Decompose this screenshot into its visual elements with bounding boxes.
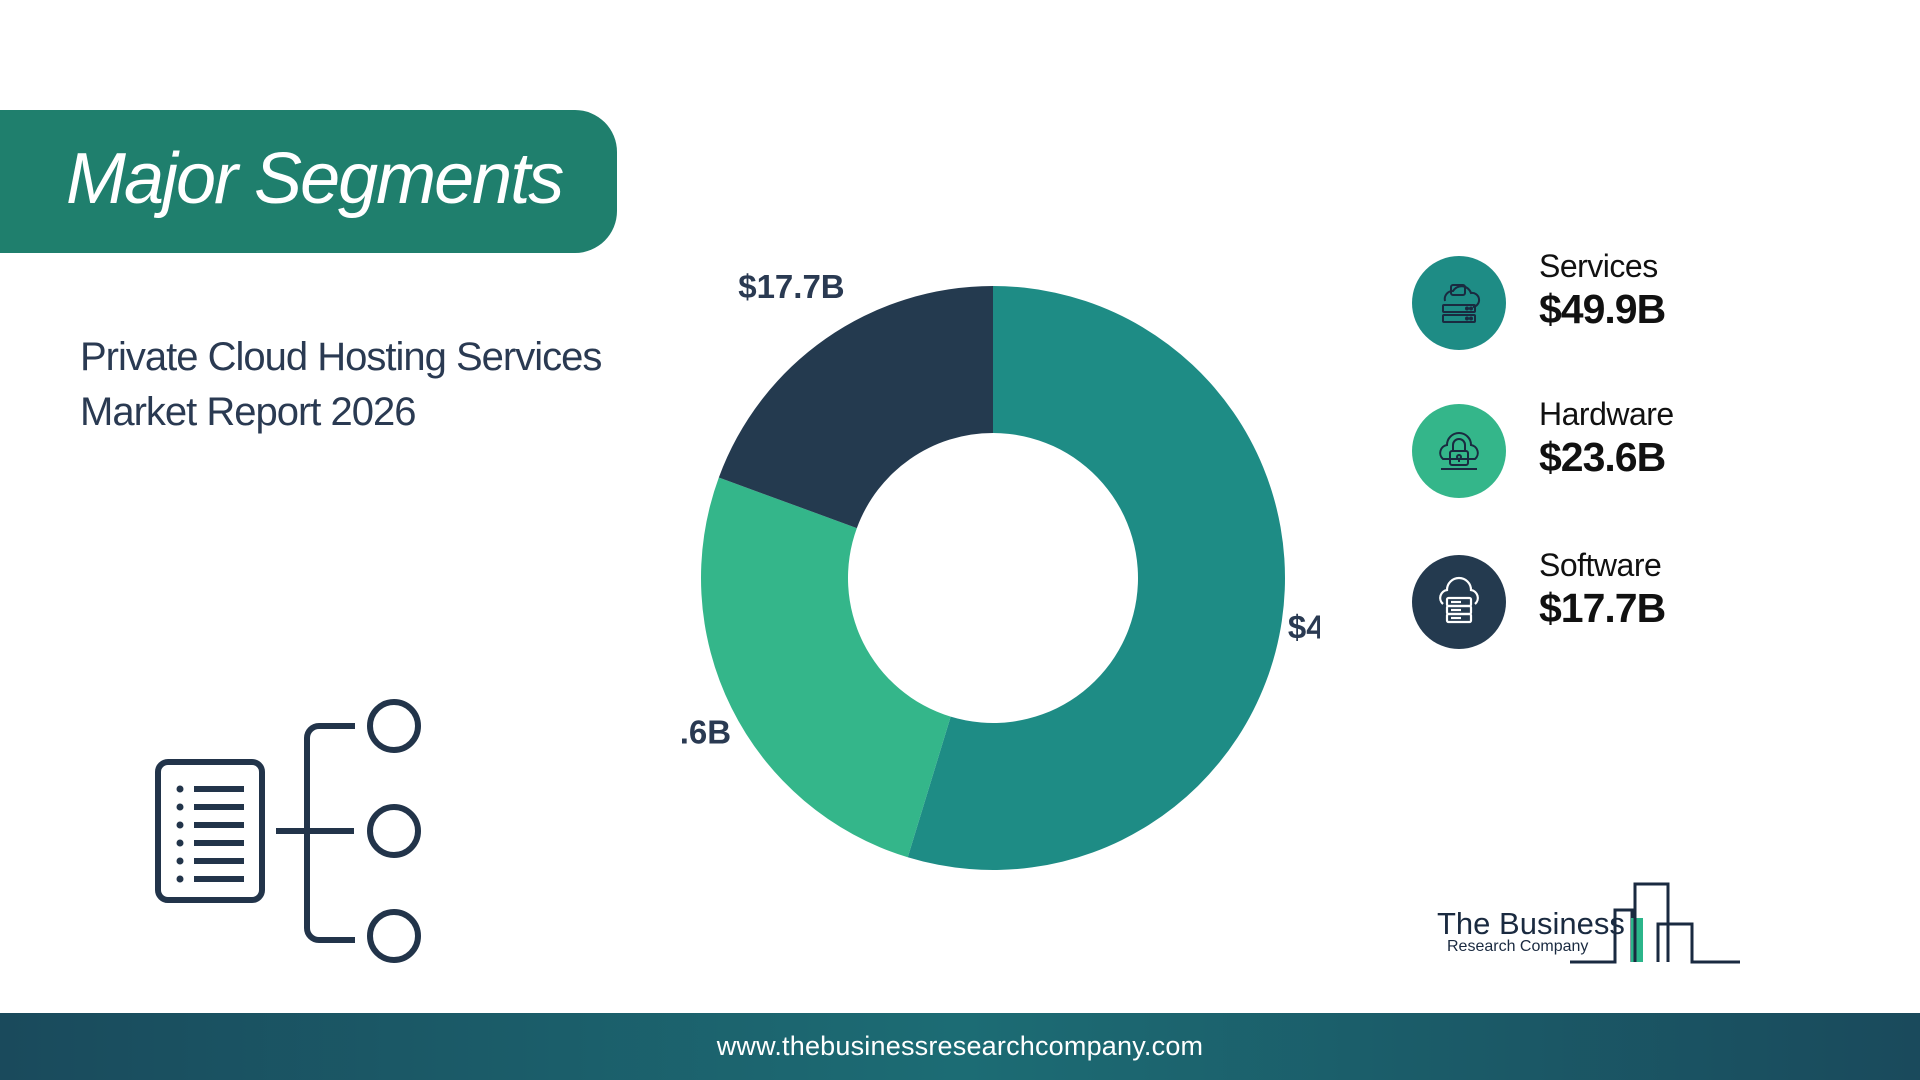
logo-buildings-icon (1570, 882, 1740, 964)
logo-name: The Business (1437, 906, 1625, 941)
donut-slice-software (718, 286, 993, 529)
legend-value-software: $17.7B (1539, 585, 1666, 631)
footer-url-link[interactable]: www.thebusinessresearchcompany.com (716, 1031, 1204, 1061)
data-label-software: $17.7B (738, 270, 844, 305)
donut-slice-hardware (701, 477, 951, 858)
company-logo: The Business Research Company (1430, 870, 1750, 970)
donut-slice-services (907, 286, 1286, 871)
cloud-server-lock-icon (1442, 284, 1481, 323)
legend-label-hardware: Hardware (1539, 396, 1674, 432)
subtitle-line-1: Private Cloud Hosting Services (80, 335, 602, 379)
page-title: Major Segments (66, 139, 564, 219)
cloud-database-icon (1439, 576, 1479, 624)
logo-subtitle: Research Company (1447, 938, 1589, 955)
legend-value-hardware: $23.6B (1539, 434, 1666, 480)
footer-bar: www.thebusinessresearchcompany.com (0, 1013, 1920, 1080)
legend-circle-software (1412, 555, 1506, 649)
header-banner (0, 110, 617, 253)
donut-chart: $49.9B $23.6B $17.7B (680, 270, 1320, 871)
data-label-services: $49.9B (1288, 609, 1320, 646)
data-label-hardware: $23.6B (680, 713, 731, 750)
cloud-lock-icon (1439, 432, 1479, 470)
subtitle-line-2: Market Report 2026 (80, 390, 417, 434)
legend-value-services: $49.9B (1539, 286, 1666, 332)
legend-circle-services (1412, 256, 1506, 350)
legend-label-services: Services (1539, 248, 1658, 284)
document-hierarchy-icon (155, 699, 421, 963)
legend-label-software: Software (1539, 547, 1662, 583)
legend-circle-hardware (1412, 404, 1506, 498)
report-subtitle: Private Cloud Hosting Services Market Re… (80, 330, 640, 440)
